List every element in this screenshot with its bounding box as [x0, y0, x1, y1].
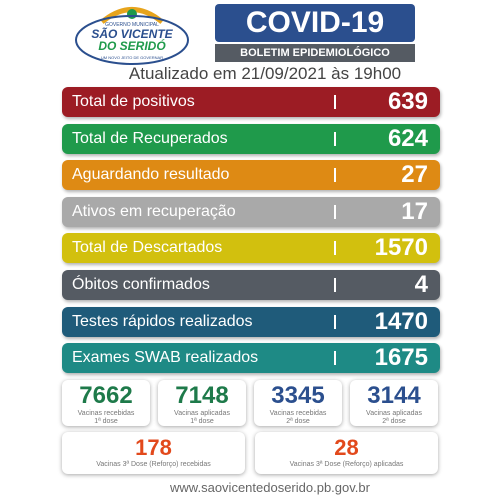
- logo: GOVERNO MUNICIPAL SÃO VICENTE DO SERIDÓ …: [75, 7, 189, 65]
- stat-value: 639: [387, 88, 428, 115]
- vaccine-label: Vacinas recebidas: [77, 410, 135, 417]
- stat-value: 4: [414, 271, 428, 298]
- vaccine-value: 3345: [271, 382, 325, 409]
- vaccine-dose: 1ª dose: [94, 418, 118, 425]
- vaccine-label: Vacinas aplicadas: [174, 410, 230, 417]
- stat-value: 1570: [374, 234, 428, 262]
- stat-row: Aguardando resultado 27: [62, 160, 440, 191]
- vaccine-value: 7148: [175, 382, 229, 409]
- footer-url: www.saovicentedoserido.pb.gov.br: [170, 480, 370, 495]
- separator: [334, 204, 336, 219]
- vaccine-dose: 2ª dose: [382, 418, 406, 425]
- stat-row: Óbitos confirmados 4: [62, 270, 440, 300]
- stat-row: Total de Recuperados 624: [62, 123, 440, 154]
- vaccine-value: 7662: [79, 382, 133, 409]
- title: COVID-19: [215, 4, 415, 42]
- booster-value: 178: [135, 435, 172, 460]
- stat-value: 1470: [374, 307, 428, 335]
- logo-text: GOVERNO MUNICIPAL: [105, 22, 159, 28]
- vaccine-box: 3144 Vacinas aplicadas 2ª dose: [350, 380, 438, 426]
- stat-row: Ativos em recuperação 17: [62, 196, 440, 227]
- vaccine-box: 3345 Vacinas recebidas 2ª dose: [254, 380, 342, 426]
- separator: [334, 95, 336, 109]
- vaccine-dose: 1ª dose: [190, 418, 214, 425]
- stat-label: Ativos em recuperação: [72, 202, 236, 220]
- vaccine-dose: 2ª dose: [286, 418, 310, 425]
- vaccine-box: 7148 Vacinas aplicadas 1ª dose: [158, 380, 246, 426]
- stat-row: Exames SWAB realizados 1675: [62, 343, 440, 374]
- separator: [334, 168, 336, 183]
- stat-label: Total de Recuperados: [72, 129, 228, 147]
- separator: [334, 314, 336, 329]
- logo-text: UM NOVO JEITO DE GOVERNAR: [101, 55, 163, 60]
- stat-label: Exames SWAB realizados: [72, 349, 259, 367]
- booster-box: 28 Vacinas 3ª Dose (Reforço) aplicadas: [255, 432, 438, 474]
- separator: [334, 131, 336, 146]
- separator: [334, 241, 336, 256]
- stat-value: 27: [401, 161, 428, 189]
- logo-text: SÃO VICENTE: [91, 26, 173, 41]
- booster-value: 28: [334, 435, 359, 460]
- vaccine-label: Vacinas aplicadas: [366, 410, 422, 417]
- booster-label: Vacinas 3ª Dose (Reforço) recebidas: [96, 461, 211, 468]
- stat-value: 17: [401, 197, 428, 225]
- stat-row: Total de Descartados 1570: [62, 233, 440, 264]
- updated: Atualizado em 21/09/2021 às 19h00: [128, 64, 402, 83]
- vaccine-value: 3144: [367, 382, 421, 409]
- separator: [334, 278, 336, 292]
- subtitle: BOLETIM EPIDEMIOLÓGICO: [215, 44, 415, 62]
- stat-label: Total de positivos: [72, 93, 195, 110]
- vaccine-label: Vacinas recebidas: [269, 410, 327, 417]
- stat-label: Total de Descartados: [72, 239, 223, 257]
- separator: [334, 351, 336, 366]
- logo-text: DO SERIDÓ: [98, 38, 166, 53]
- stat-row: Total de positivos 639: [62, 87, 440, 117]
- stat-label: Óbitos confirmados: [72, 276, 210, 293]
- stat-value: 1675: [374, 344, 428, 372]
- stat-label: Aguardando resultado: [72, 166, 230, 184]
- stat-value: 624: [387, 124, 428, 152]
- booster-label: Vacinas 3ª Dose (Reforço) aplicadas: [289, 461, 404, 468]
- booster-box: 178 Vacinas 3ª Dose (Reforço) recebidas: [62, 432, 245, 474]
- stat-row: Testes rápidos realizados 1470: [62, 306, 440, 337]
- vaccine-box: 7662 Vacinas recebidas 1ª dose: [62, 380, 150, 426]
- stat-label: Testes rápidos realizados: [72, 312, 253, 330]
